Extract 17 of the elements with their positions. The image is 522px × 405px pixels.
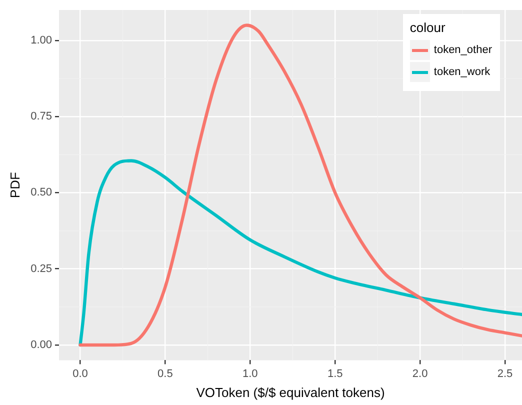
legend-title: colour bbox=[410, 20, 446, 35]
y-tick-label: 1.00 bbox=[30, 34, 52, 46]
x-tick-label: 1.5 bbox=[327, 368, 343, 380]
y-axis-title: PDF bbox=[7, 172, 22, 198]
line-series bbox=[78, 24, 522, 347]
x-tick-label: 0.0 bbox=[72, 368, 88, 380]
legend-label: token_work bbox=[434, 66, 490, 78]
y-tick-label: 0.00 bbox=[30, 339, 52, 352]
legend-label: token_other bbox=[434, 44, 492, 56]
y-tick-label: 0.25 bbox=[30, 262, 52, 275]
x-tick-label: 0.5 bbox=[158, 368, 173, 380]
x-tick-label: 1.0 bbox=[242, 368, 258, 380]
x-tick-label: 2.0 bbox=[412, 368, 428, 380]
x-axis-title: VOToken ($/$ equivalent tokens) bbox=[196, 384, 385, 400]
y-tick-label: 0.75 bbox=[30, 110, 52, 123]
y-tick-label: 0.50 bbox=[30, 186, 52, 199]
x-tick-label: 2.5 bbox=[497, 368, 513, 380]
